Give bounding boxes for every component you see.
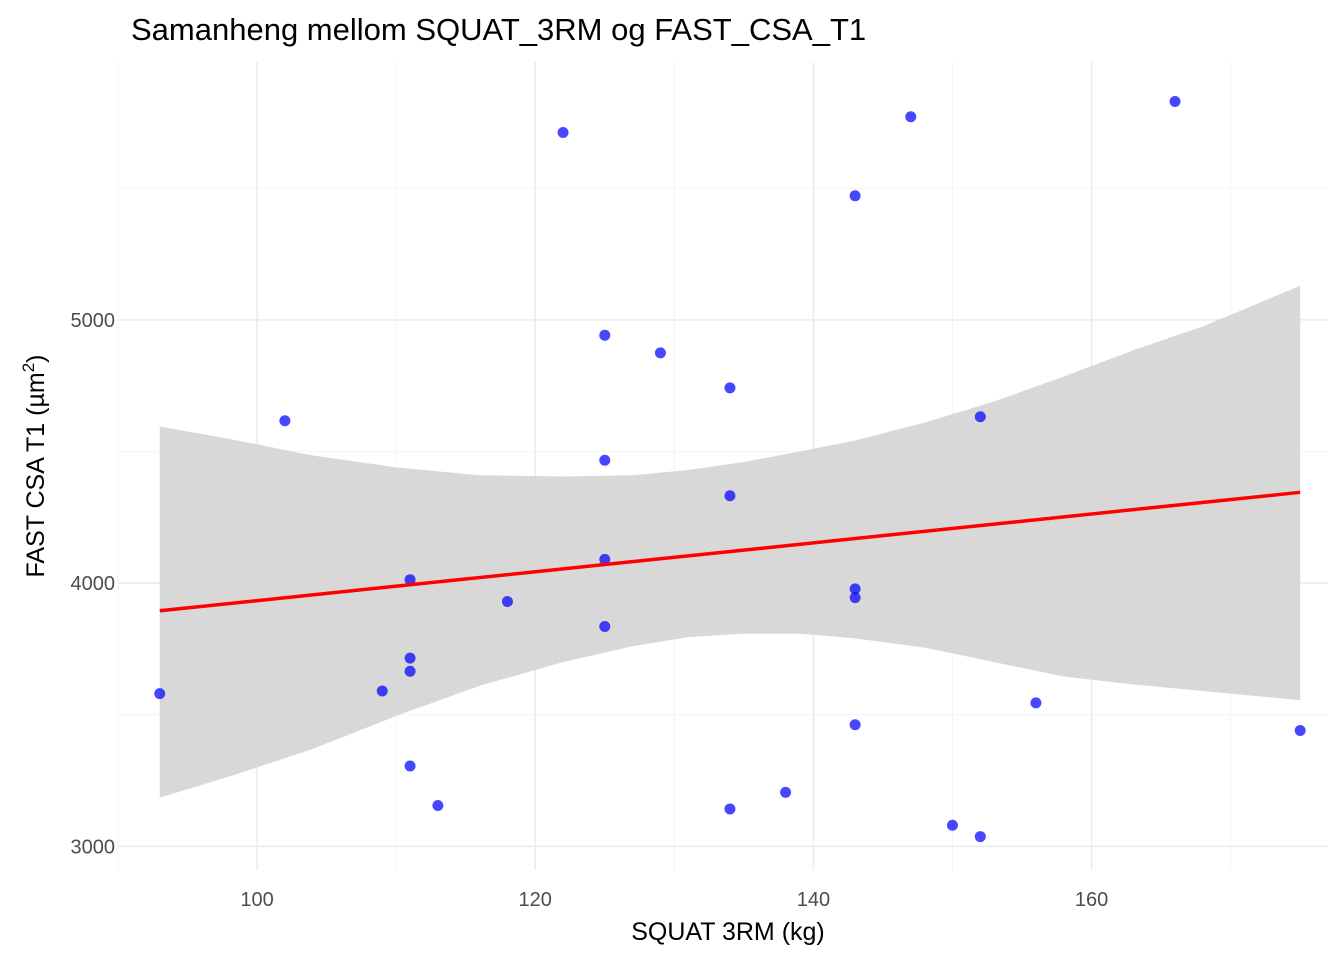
x-tick-label: 140 xyxy=(797,889,830,911)
data-point xyxy=(599,454,611,466)
data-point xyxy=(599,329,611,341)
data-point xyxy=(404,665,416,677)
data-point xyxy=(376,685,388,697)
data-point xyxy=(724,382,736,394)
y-tick-label: 4000 xyxy=(71,573,116,595)
data-point xyxy=(849,719,861,731)
x-tick-label: 100 xyxy=(240,889,273,911)
data-point xyxy=(724,490,736,502)
y-axis-title-main: FAST CSA T1 ( xyxy=(22,407,50,578)
x-axis-title: SQUAT 3RM (kg) xyxy=(631,918,825,946)
y-axis-title-close: ) xyxy=(22,354,50,362)
regression-line xyxy=(159,490,1301,613)
data-point xyxy=(849,592,861,604)
data-point xyxy=(1294,725,1306,737)
data-point xyxy=(974,411,986,423)
data-point xyxy=(599,553,611,565)
x-tick-label: 120 xyxy=(519,889,552,911)
data-point xyxy=(654,347,666,359)
data-point xyxy=(154,688,166,700)
chart-title: Samanheng mellom SQUAT_3RM og FAST_CSA_T… xyxy=(131,12,867,47)
x-tick-label: 160 xyxy=(1075,889,1108,911)
data-point xyxy=(1030,697,1042,709)
data-point xyxy=(599,621,611,633)
data-point xyxy=(849,583,861,595)
data-point xyxy=(404,574,416,586)
data-points xyxy=(154,95,1306,843)
data-point xyxy=(905,111,917,123)
y-axis-title-superscript: 2 xyxy=(19,363,38,372)
data-point xyxy=(849,190,861,202)
y-tick-label: 5000 xyxy=(71,310,116,332)
data-point xyxy=(946,819,958,831)
data-point xyxy=(1169,95,1181,107)
x-axis-ticks: 100 120 140 160 xyxy=(240,889,1108,911)
data-point xyxy=(279,415,291,427)
data-point xyxy=(432,800,444,812)
data-point xyxy=(780,786,792,798)
y-axis-title-unit: µm xyxy=(22,372,50,407)
data-point xyxy=(404,760,416,772)
data-point xyxy=(974,831,986,843)
data-point xyxy=(404,652,416,664)
data-point xyxy=(557,127,569,139)
y-axis-title: FAST CSA T1 (µm2) xyxy=(19,354,50,577)
y-axis-ticks: 3000 4000 5000 xyxy=(71,310,116,858)
confidence-band xyxy=(159,285,1301,798)
data-point xyxy=(501,596,513,608)
y-tick-label: 3000 xyxy=(71,836,116,858)
data-point xyxy=(724,803,736,815)
